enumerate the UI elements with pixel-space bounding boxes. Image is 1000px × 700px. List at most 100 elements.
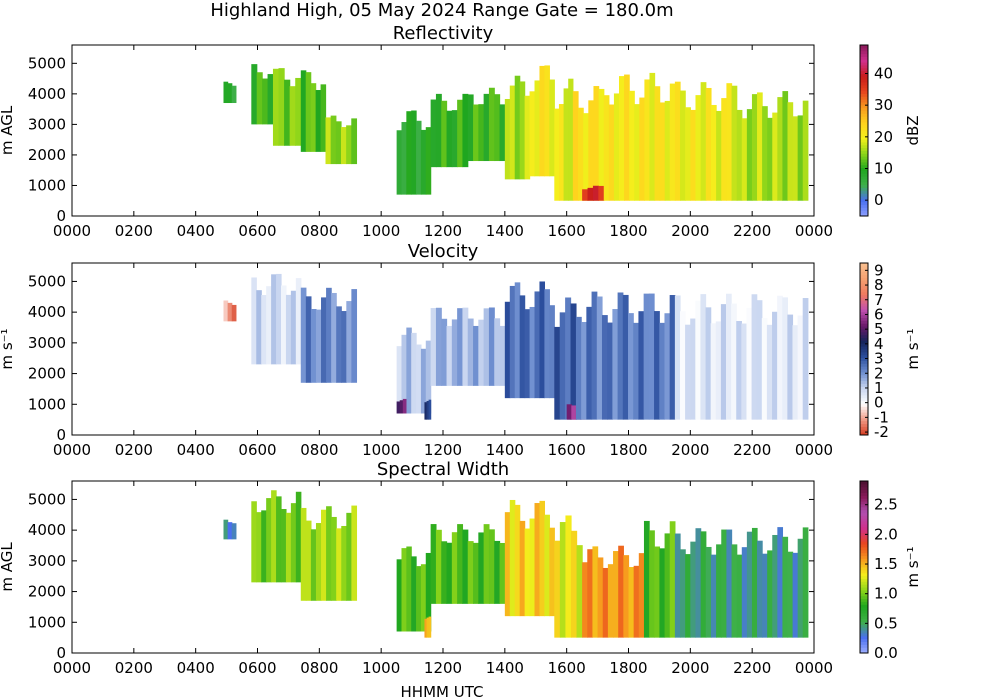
x-tick-label: 0000 (53, 659, 91, 677)
heatmap-cell (583, 113, 589, 201)
heatmap-cell (777, 295, 783, 420)
colorbar-swatch (860, 50, 868, 55)
colorbar-swatch (860, 492, 868, 496)
heatmap-cell (406, 327, 412, 414)
heatmap-cell (231, 523, 237, 540)
heatmap-cell (736, 554, 743, 638)
colorbar-swatch (860, 351, 868, 356)
heatmap-cell (654, 546, 661, 638)
heatmap-cell (457, 524, 464, 604)
colorbar-swatch (860, 204, 868, 208)
colorbar-swatch (860, 366, 868, 370)
heatmap-cell (716, 544, 722, 638)
heatmap-cell (310, 83, 317, 152)
heatmap-cell (435, 93, 442, 168)
x-tick-label: 1000 (362, 222, 400, 240)
colorbar-swatch (860, 340, 868, 344)
colorbar-tick-label: 8 (874, 276, 884, 294)
colorbar-swatch (860, 314, 868, 318)
heatmap-cell (782, 91, 789, 201)
heatmap-cell (710, 323, 717, 420)
heatmap-cell (751, 527, 758, 638)
heatmap-cell (430, 524, 437, 604)
heatmap-cell (276, 496, 282, 583)
heatmap-cell (772, 534, 778, 638)
heatmap-cell (321, 297, 327, 383)
colorbar-swatch (860, 317, 868, 321)
y-tick-label: 3000 (28, 552, 66, 570)
colorbar-swatch (860, 555, 868, 559)
colorbar-tick-label: 0.0 (874, 644, 898, 662)
colorbar-swatch (860, 389, 868, 393)
heatmap-cell (267, 74, 274, 125)
colorbar-swatch (860, 70, 868, 74)
heatmap-cell (659, 102, 666, 201)
colorbar-swatch (860, 328, 868, 333)
heatmap-cells (223, 490, 809, 638)
heatmap-cell (607, 322, 613, 420)
heatmap-cell (483, 93, 490, 162)
colorbar-swatch (860, 400, 868, 404)
heatmap-cell (406, 111, 412, 195)
colorbar-swatch (860, 369, 868, 373)
heatmap-cell (591, 291, 598, 420)
heatmap-cell (290, 290, 297, 365)
colorbar-swatch (860, 483, 868, 488)
heatmap-cell (223, 519, 229, 540)
heatmap-cell (524, 95, 531, 180)
colorbar-swatch (860, 426, 868, 430)
heatmap-cell (295, 278, 302, 365)
y-tick-label: 1000 (28, 176, 66, 194)
heatmap-cell (331, 516, 337, 601)
colorbar-swatch (860, 116, 868, 120)
heatmap-cell (726, 529, 733, 638)
heatmap-cell (478, 532, 485, 604)
colorbar-swatch (860, 56, 868, 60)
colorbar-swatch (860, 506, 868, 511)
heatmap-cell (430, 308, 437, 386)
heatmap-cell (305, 520, 312, 601)
heatmap-cell (669, 521, 676, 638)
heatmap-cell (227, 522, 233, 540)
heatmap-cell (446, 325, 453, 386)
heatmap-cell (700, 82, 707, 201)
heatmap-cell (634, 104, 640, 201)
colorbar-swatch (860, 529, 868, 534)
heatmap-cell (341, 525, 347, 601)
heatmap-cell (596, 296, 603, 420)
colorbar-swatch (860, 587, 868, 591)
colorbar-swatch (860, 268, 868, 273)
heatmap-cell (629, 90, 635, 201)
heatmap-cell (638, 553, 645, 638)
colorbar-swatch (860, 102, 868, 106)
colorbar-swatch (860, 308, 868, 313)
colorbar-swatch (860, 360, 868, 364)
heatmap-cell (330, 115, 337, 165)
x-tick-label: 0000 (795, 222, 833, 240)
heatmap-cell (741, 118, 748, 201)
heatmap-cell (539, 500, 546, 617)
colorbar-swatch (860, 526, 868, 531)
heatmap-cell (336, 528, 342, 601)
heatmap-cell (601, 315, 608, 420)
heatmap-cell (659, 322, 666, 420)
heatmap-cell (441, 318, 448, 386)
colorbar-swatch (860, 572, 868, 577)
colorbar-swatch (860, 552, 868, 557)
heatmap-cell (396, 401, 401, 414)
heatmap-cell (346, 512, 352, 601)
colorbar-swatch (860, 173, 868, 177)
heatmap-cell (483, 524, 490, 604)
heatmap-cell (509, 285, 516, 399)
colorbar-swatch (860, 303, 868, 307)
heatmap-cell (290, 503, 297, 583)
heatmap-cell (568, 78, 574, 201)
heatmap-cell (441, 100, 448, 168)
colorbar-swatch (860, 62, 868, 66)
colorbar-swatch (860, 489, 868, 493)
heatmap-cell (648, 293, 655, 420)
heatmap-cell (514, 75, 521, 180)
colorbar-swatch (860, 394, 868, 399)
heatmap-cell (305, 296, 312, 383)
heatmap-cell (607, 564, 614, 638)
